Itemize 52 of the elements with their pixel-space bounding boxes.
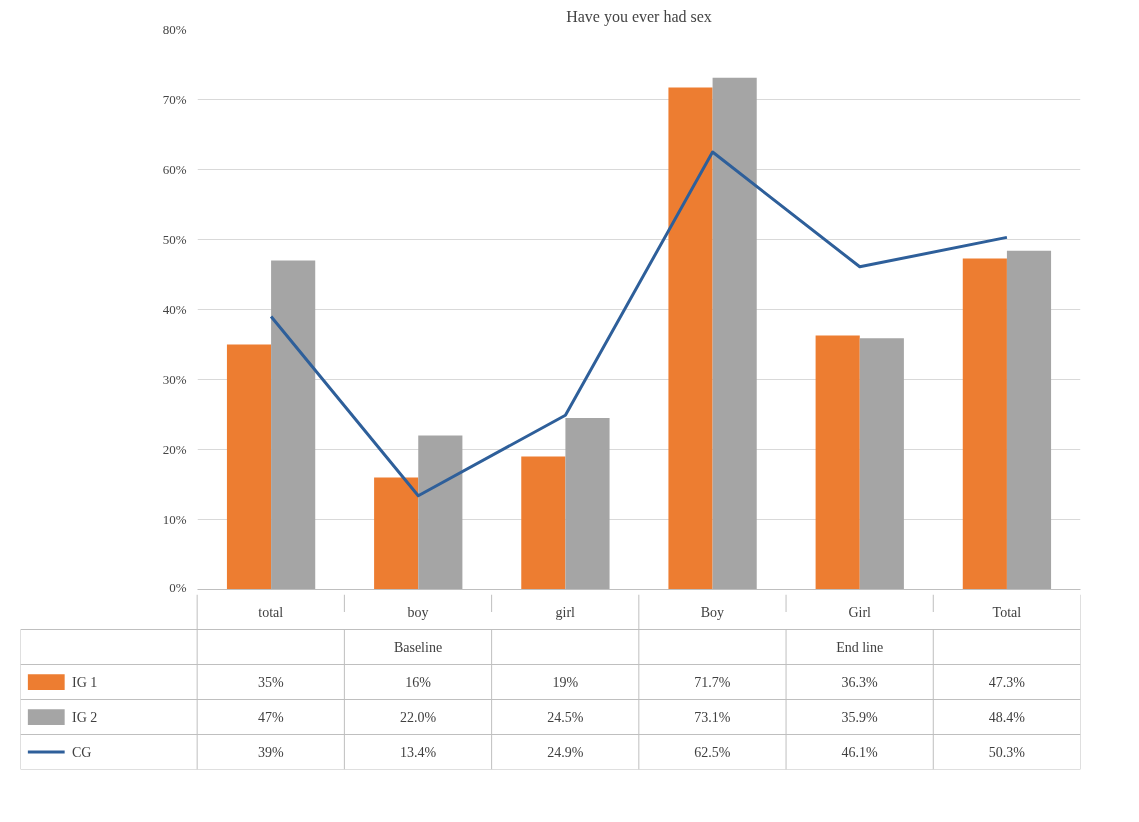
data-label: 35.9% (841, 709, 879, 725)
data-label: 47% (257, 709, 284, 725)
data-label: 50.3% (988, 744, 1026, 760)
bar (1006, 250, 1052, 590)
y-tick-label: 80% (162, 22, 187, 37)
x-tick-label: Girl (848, 604, 872, 620)
y-tick-label: 40% (162, 302, 187, 317)
x-tick-label: total (258, 604, 284, 620)
data-label: 22.0% (399, 709, 437, 725)
y-tick-label: 0% (169, 579, 187, 595)
bar (271, 260, 316, 590)
bar (521, 456, 566, 590)
data-label: 47.3% (988, 674, 1026, 690)
data-label: 36.3% (841, 674, 879, 690)
bar (815, 335, 860, 590)
y-tick-label: 60% (162, 162, 187, 177)
legend-label: IG 2 (72, 709, 98, 725)
data-label: 73.1% (694, 709, 731, 725)
y-tick-label: 50% (162, 232, 187, 247)
data-label: 24.5% (547, 709, 584, 725)
text: End line (836, 639, 884, 655)
data-label: 35% (257, 674, 284, 690)
bar (418, 435, 463, 590)
data-label: 24.9% (547, 744, 584, 760)
x-tick-label: Total (992, 604, 1022, 620)
data-label: 19% (552, 674, 579, 690)
text: Baseline (393, 639, 443, 655)
chart-title: Have you ever had sex (566, 7, 712, 26)
x-tick-label: boy (407, 604, 429, 620)
y-tick-label: 10% (162, 512, 187, 527)
data-label: 39% (257, 744, 284, 760)
x-tick-label: Boy (700, 604, 725, 620)
bar (668, 87, 713, 590)
bar (226, 344, 272, 590)
data-label: 13.4% (399, 744, 437, 760)
data-label: 46.1% (841, 744, 879, 760)
line-series (269, 150, 1009, 498)
y-tick-label: 20% (162, 442, 187, 457)
data-label: 16% (405, 674, 432, 690)
bar (374, 477, 419, 590)
bar (712, 77, 757, 590)
y-tick-label: 70% (162, 92, 187, 107)
bar (859, 338, 904, 590)
x-tick-label: girl (555, 604, 576, 620)
data-label: 48.4% (988, 709, 1026, 725)
legend-label: IG 1 (72, 674, 98, 690)
data-label: 71.7% (694, 674, 731, 690)
bar (565, 418, 610, 590)
y-tick-label: 30% (162, 372, 187, 387)
legend-label: CG (72, 744, 92, 760)
bar (962, 258, 1007, 590)
data-label: 62.5% (694, 744, 731, 760)
